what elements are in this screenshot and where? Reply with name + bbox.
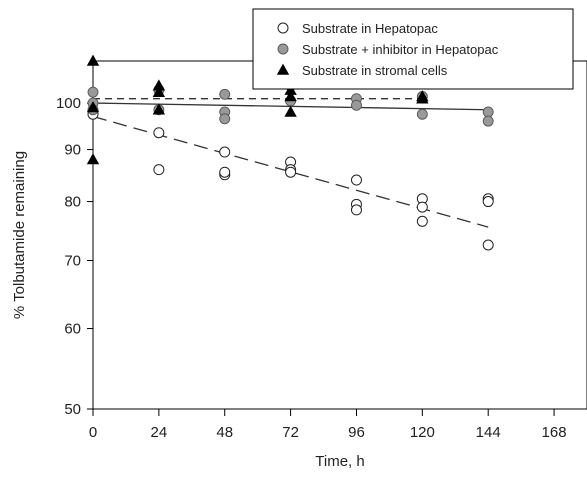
- y-tick-label-50: 50: [64, 401, 81, 418]
- x-tick-label-96: 96: [348, 424, 365, 441]
- data-point-s1-18: [482, 239, 494, 251]
- data-point-s3-5: [152, 85, 166, 97]
- legend-marker-3: [276, 63, 290, 75]
- y-tick-label-80: 80: [64, 194, 81, 211]
- x-axis-label: Time, h: [315, 453, 364, 470]
- x-tick-label-24: 24: [151, 424, 168, 441]
- data-point-s1-4: [219, 146, 231, 158]
- data-point-s2-6: [219, 88, 231, 100]
- data-point-s1-9: [285, 166, 297, 178]
- data-point-s1-12: [350, 204, 362, 216]
- x-tick-label-72: 72: [282, 424, 299, 441]
- y-tick-label-70: 70: [64, 252, 81, 269]
- data-point-s2-8: [219, 113, 231, 125]
- data-point-s3-2: [86, 101, 100, 113]
- y-tick-label-100: 100: [56, 95, 81, 112]
- data-point-s3-3: [86, 153, 100, 165]
- chart-marks: 0 24 48 72 96 120 144 168 50 60 70 80 90 100: [56, 54, 567, 441]
- data-point-s1-2: [153, 127, 165, 139]
- data-point-s3-6: [152, 103, 166, 115]
- data-point-s2-15: [482, 106, 494, 118]
- x-tick-label-48: 48: [216, 424, 233, 441]
- y-axis-label: % Tolbutamide remaining: [11, 151, 28, 319]
- x-tick-label-120: 120: [410, 424, 435, 441]
- x-tick-label-168: 168: [542, 424, 567, 441]
- legend-marker-1: [277, 22, 289, 34]
- data-point-s1-3: [153, 164, 165, 176]
- data-point-s3-9: [284, 105, 297, 117]
- legend-marker-2: [277, 43, 289, 55]
- data-point-s2-16: [482, 115, 494, 127]
- data-point-s3-8: [284, 90, 297, 102]
- data-point-s2-14: [416, 108, 428, 120]
- x-tick-label-144: 144: [476, 424, 501, 441]
- legend-label-1: Substrate in Hepatopac: [302, 21, 438, 36]
- data-point-s1-17: [482, 196, 494, 208]
- data-point-s2-12: [351, 99, 362, 111]
- data-point-s1-14: [416, 201, 428, 213]
- data-point-s1-15: [416, 215, 428, 227]
- data-point-s3-11: [416, 92, 429, 104]
- legend-box: [252, 8, 574, 90]
- data-point-s2-1: [87, 86, 99, 98]
- legend-label-3: Substrate in stromal cells: [302, 63, 448, 78]
- data-point-s3-1: [86, 54, 100, 66]
- data-point-s1-10: [350, 174, 362, 186]
- data-point-s1-6: [219, 166, 231, 178]
- x-tick-label-0: 0: [89, 424, 97, 441]
- y-tick-label-60: 60: [64, 321, 81, 338]
- y-tick-label-90: 90: [64, 142, 81, 159]
- legend: Substrate in Hepatopac Substrate + inhibi…: [252, 8, 574, 90]
- legend-label-2: Substrate + inhibitor in Hepatopac: [302, 42, 499, 57]
